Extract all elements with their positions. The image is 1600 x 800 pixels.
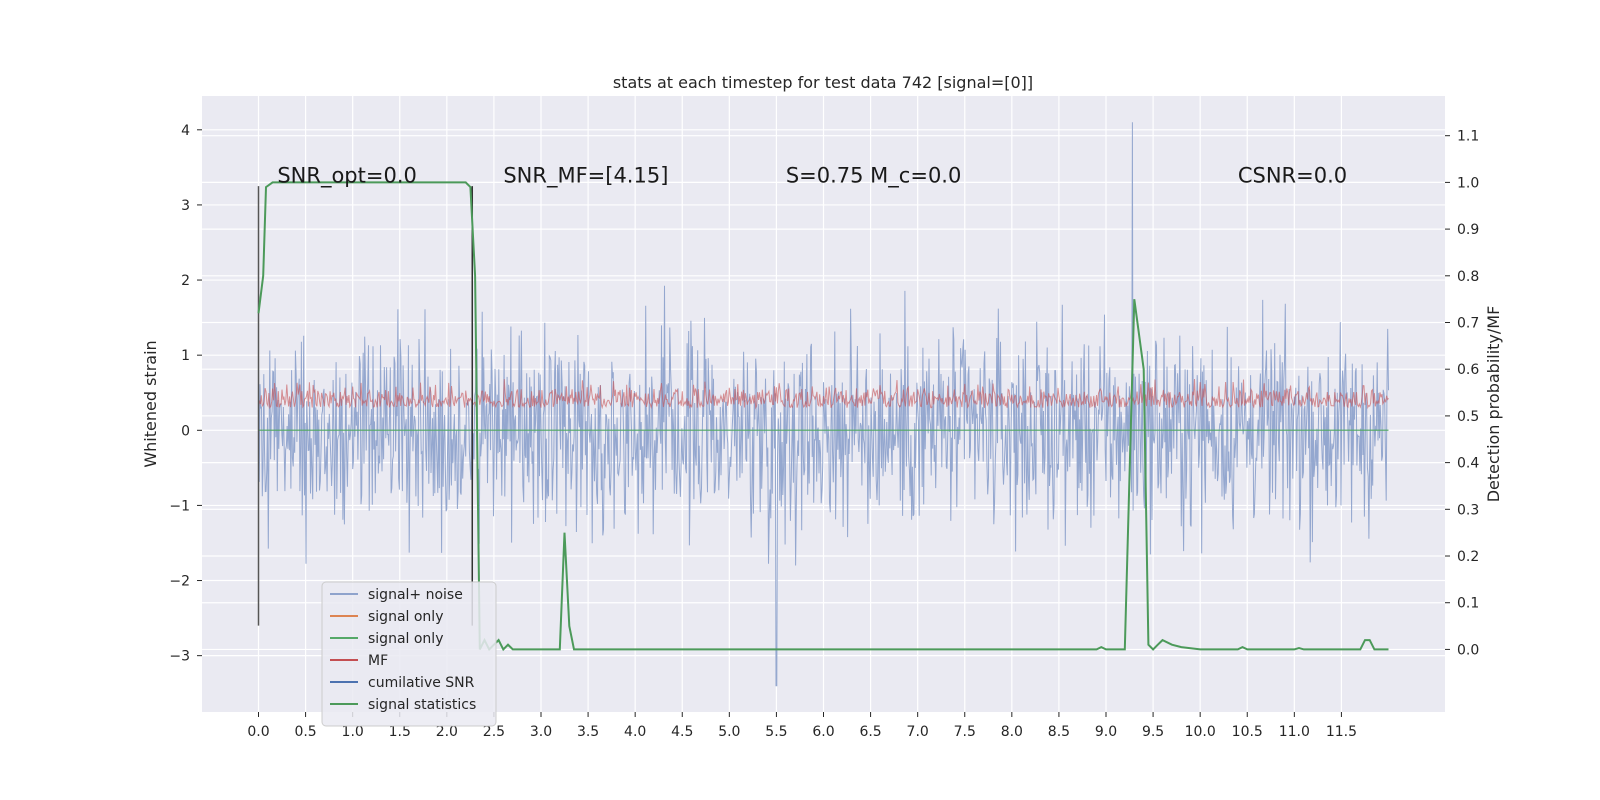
y-tick-label-right: 0.1 <box>1457 596 1479 612</box>
x-tick-label: 8.5 <box>1048 724 1070 740</box>
x-tick-label: 7.5 <box>954 724 976 740</box>
legend-label: signal only <box>368 631 443 647</box>
annotation: CSNR=0.0 <box>1238 163 1347 187</box>
mf-line <box>258 378 1389 410</box>
legend-label: cumilative SNR <box>368 675 475 691</box>
y-tick-label-left: 1 <box>181 348 190 364</box>
annotations: SNR_opt=0.0 SNR_MF=[4.15] S=0.75 M_c=0.0 CS… <box>277 163 1347 188</box>
legend-label: signal only <box>368 609 443 625</box>
x-tick-label: 5.0 <box>718 724 740 740</box>
y-axis-right: 0.0 0.1 0.2 0.3 0.4 0.5 0.6 0.7 0.8 0.9 1.0 1.1 <box>1445 129 1479 658</box>
y-tick-label-right: 1.1 <box>1457 129 1479 145</box>
y-tick-label-left: 0 <box>181 423 190 439</box>
y-tick-label-left: 3 <box>181 198 190 214</box>
x-axis: 0.0 0.5 1.0 1.5 2.0 2.5 3.0 3.5 4.0 4.5 5.0 5.5 6.0 6… <box>247 712 1357 740</box>
y-tick-label-left: −1 <box>169 498 190 514</box>
y-tick-label-left: −3 <box>169 649 190 665</box>
signal-noise-series <box>258 122 1389 687</box>
x-tick-label: 6.0 <box>812 724 834 740</box>
y-tick-label-right: 0.6 <box>1457 362 1479 378</box>
x-tick-label: 10.5 <box>1232 724 1263 740</box>
legend-label: signal statistics <box>368 697 476 713</box>
x-tick-label: 2.5 <box>483 724 505 740</box>
y-tick-label-right: 0.0 <box>1457 642 1479 658</box>
y-axis-left: −3 −2 −1 0 1 2 3 4 <box>169 123 202 665</box>
x-tick-label: 9.0 <box>1095 724 1117 740</box>
x-tick-label: 0.0 <box>247 724 269 740</box>
y-tick-label-right: 1.0 <box>1457 175 1479 191</box>
y-tick-label-right: 0.8 <box>1457 269 1479 285</box>
x-tick-label: 9.5 <box>1142 724 1164 740</box>
y-tick-label-left: 2 <box>181 273 190 289</box>
y-tick-label-right: 0.3 <box>1457 502 1479 518</box>
y-axis-right-label: Detection probability/MF <box>1484 306 1503 503</box>
x-tick-label: 8.0 <box>1001 724 1023 740</box>
y-tick-label-right: 0.4 <box>1457 456 1479 472</box>
y-tick-label-right: 0.7 <box>1457 316 1479 332</box>
y-tick-label-left: 4 <box>181 123 190 139</box>
x-tick-label: 11.0 <box>1279 724 1310 740</box>
annotation: S=0.75 M_c=0.0 <box>786 163 962 188</box>
x-tick-label: 2.0 <box>436 724 458 740</box>
signal-statistics-series <box>257 181 1389 652</box>
annotation: SNR_opt=0.0 <box>277 163 417 188</box>
y-tick-label-left: −2 <box>169 574 190 590</box>
grid <box>202 96 1445 712</box>
legend-label: MF <box>368 653 388 669</box>
x-tick-label: 6.5 <box>859 724 881 740</box>
x-tick-label: 7.0 <box>907 724 929 740</box>
signal-noise-line <box>258 122 1389 687</box>
y-tick-label-right: 0.9 <box>1457 222 1479 238</box>
x-tick-label: 1.5 <box>389 724 411 740</box>
x-tick-label: 3.0 <box>530 724 552 740</box>
legend-box <box>321 581 497 727</box>
y-axis-left-label: Whitened strain <box>141 340 160 467</box>
x-tick-label: 10.0 <box>1185 724 1216 740</box>
signal-statistics-line <box>257 181 1389 652</box>
x-tick-label: 1.0 <box>342 724 364 740</box>
y-tick-label-right: 0.5 <box>1457 409 1479 425</box>
x-tick-label: 11.5 <box>1326 724 1357 740</box>
x-tick-label: 5.5 <box>765 724 787 740</box>
annotation: SNR_MF=[4.15] <box>503 163 668 188</box>
x-tick-label: 4.5 <box>671 724 693 740</box>
mf-series <box>258 378 1389 410</box>
legend-label: signal+ noise <box>368 587 463 603</box>
y-tick-label-right: 0.2 <box>1457 549 1479 565</box>
legend: signal+ noise signal only signal only MF cum… <box>321 581 497 727</box>
x-tick-label: 3.5 <box>577 724 599 740</box>
vertical-markers <box>257 186 474 626</box>
x-tick-label: 4.0 <box>624 724 646 740</box>
chart-title: stats at each timestep for test data 742… <box>613 73 1033 92</box>
x-tick-label: 0.5 <box>294 724 316 740</box>
